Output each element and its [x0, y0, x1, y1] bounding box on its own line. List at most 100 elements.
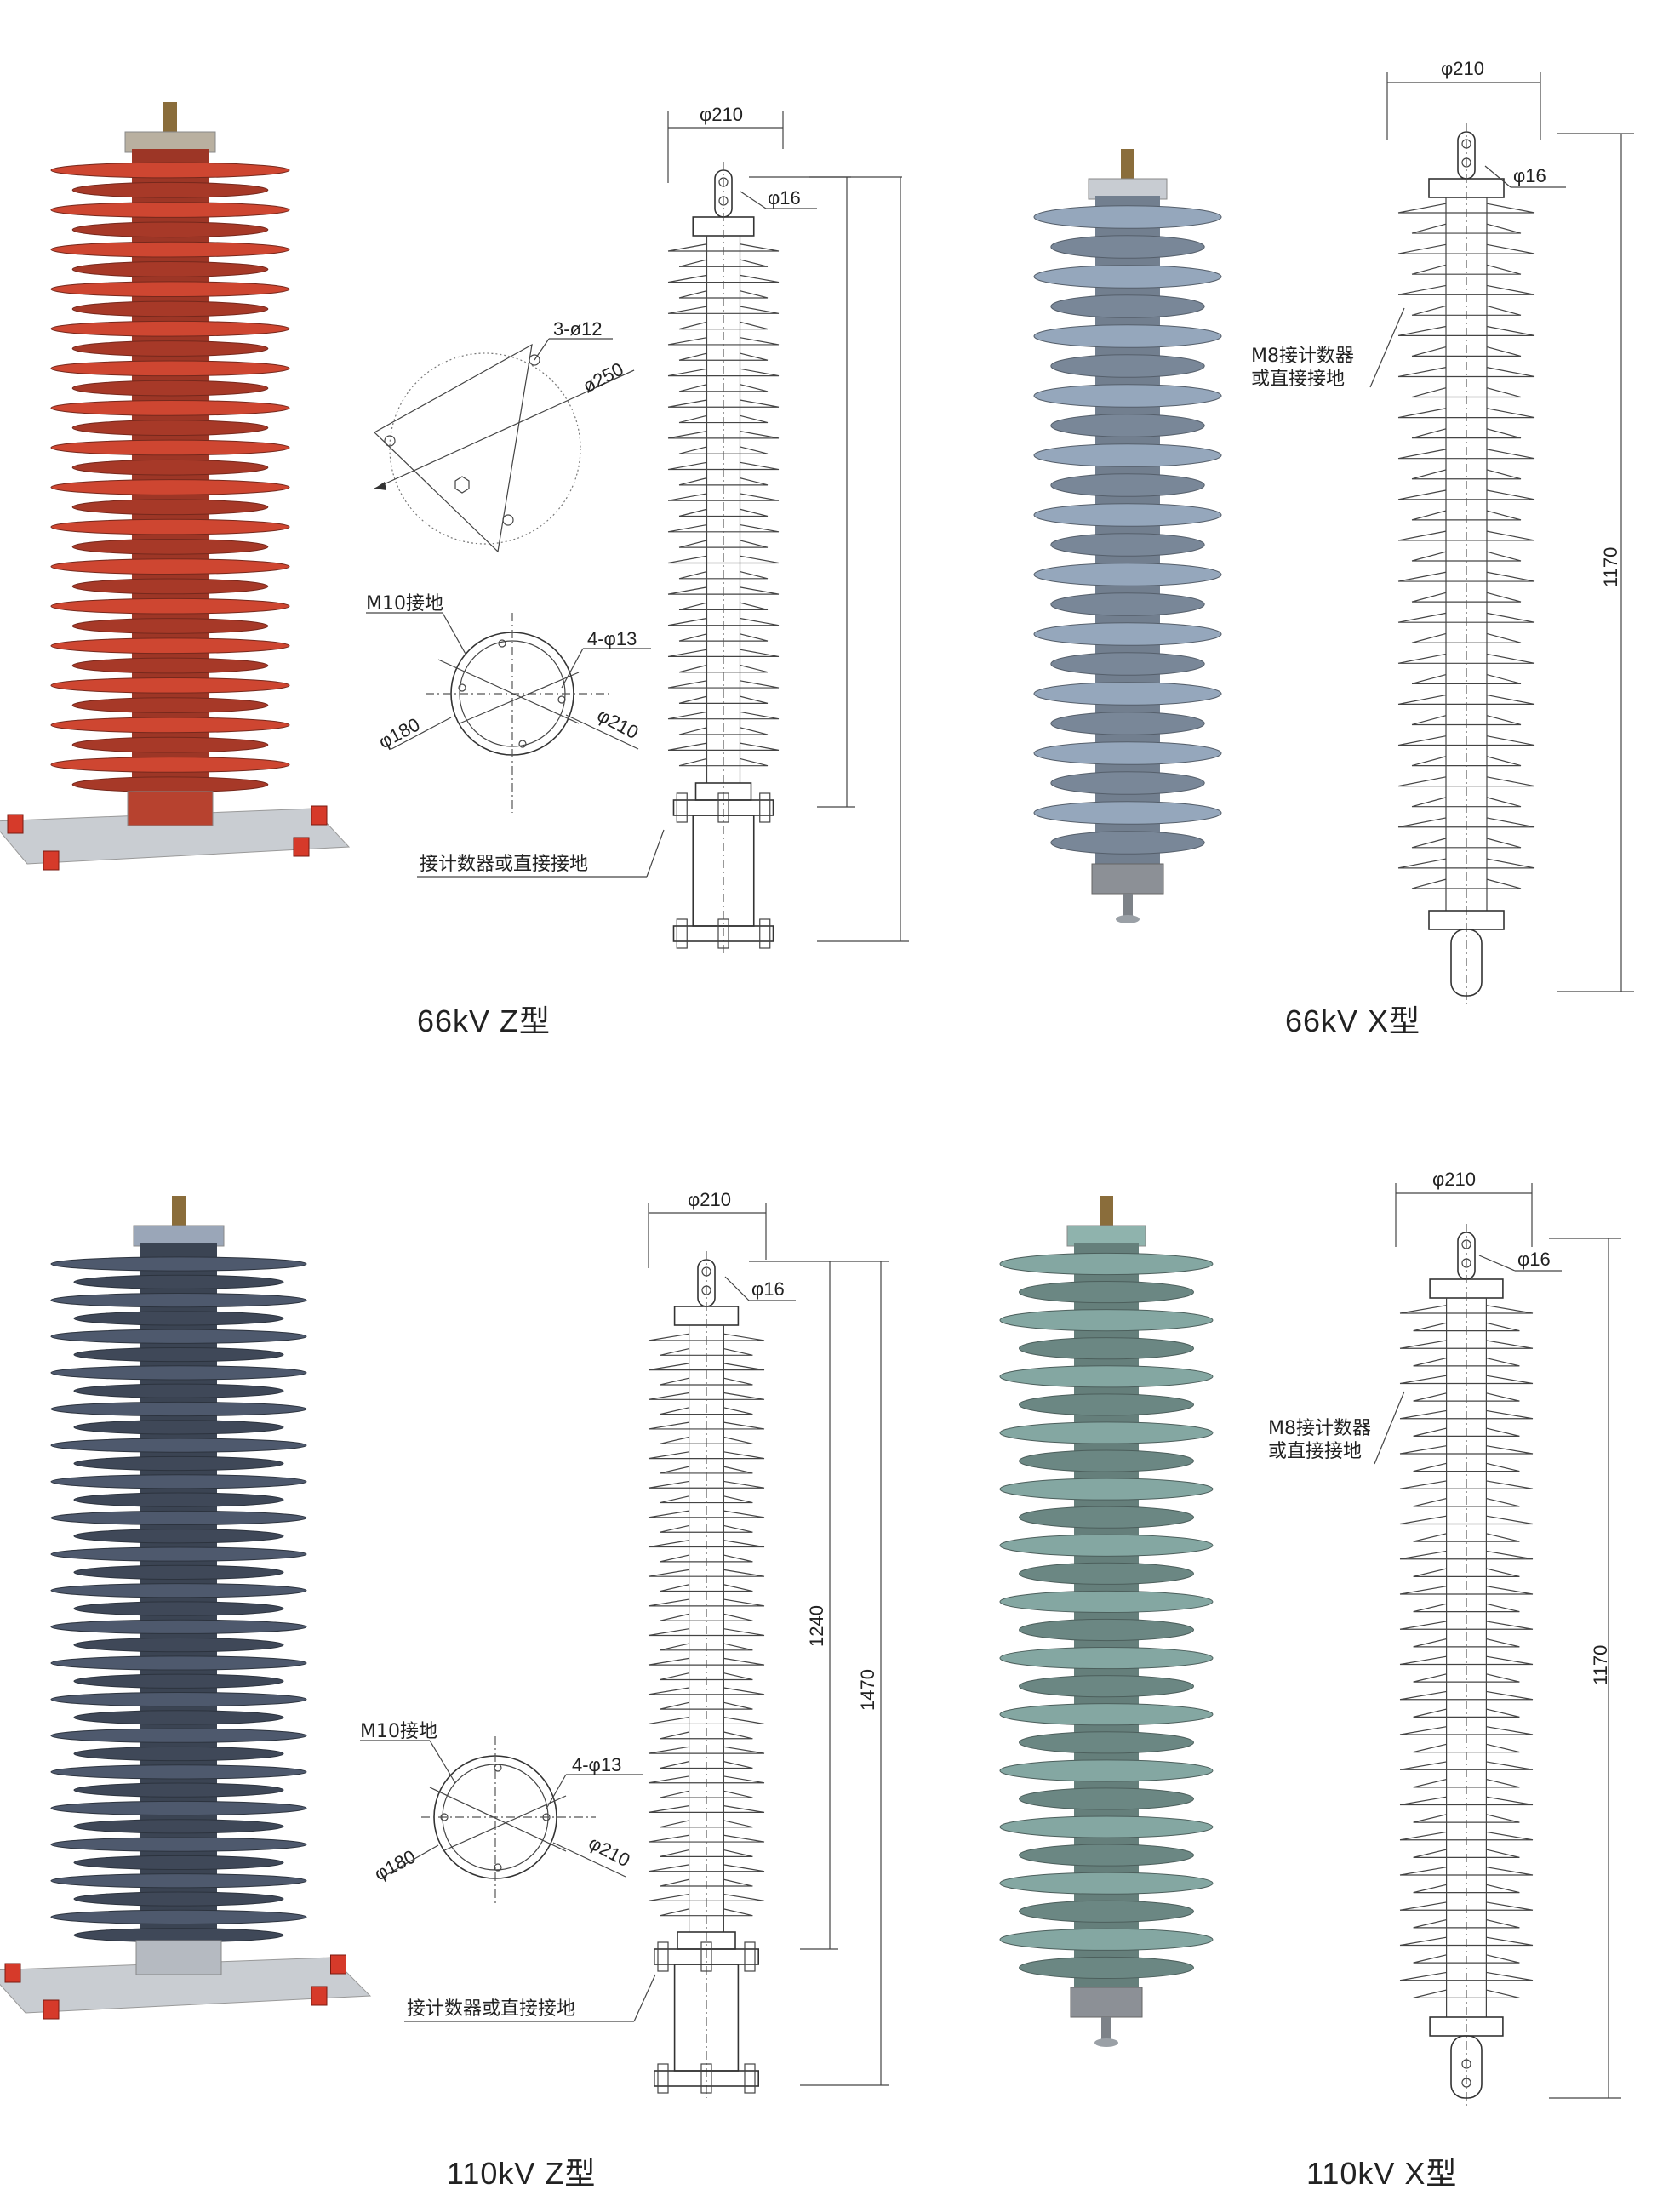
- shed: [1050, 533, 1205, 557]
- shed: [999, 1421, 1214, 1444]
- shed: [73, 1455, 284, 1472]
- photo-110kv-z-arrester: [0, 1196, 372, 2020]
- shed: [73, 1529, 284, 1544]
- drawing-shed: [1413, 1779, 1520, 1788]
- shed: [1019, 1675, 1194, 1698]
- drawing-shed: [1399, 1761, 1534, 1770]
- drawing-shed: [660, 1613, 753, 1621]
- drawing-shed: [648, 1687, 765, 1695]
- bottom-flange: [127, 791, 214, 826]
- shed: [1033, 741, 1222, 765]
- drawing-shed: [678, 602, 769, 611]
- shed: [50, 1583, 307, 1598]
- shed: [50, 1764, 307, 1780]
- shed: [71, 459, 269, 476]
- drawing-shed: [1399, 1305, 1534, 1314]
- drawing-shed: [678, 446, 769, 454]
- shed: [50, 1293, 307, 1308]
- drawing-shed: [1397, 653, 1535, 664]
- drawing-shed: [1413, 1533, 1520, 1542]
- shed: [50, 1256, 307, 1272]
- shed: [73, 1782, 284, 1798]
- drawing-shed: [1399, 1796, 1534, 1806]
- drawing-shed: [648, 1834, 765, 1843]
- shed: [999, 1590, 1214, 1613]
- shed: [50, 637, 290, 655]
- base-triangle-diagram: 3-ø12 ø250: [374, 318, 635, 553]
- drawing-shed: [1399, 1550, 1534, 1560]
- drawing-shed: [667, 555, 780, 564]
- drawing-shed: [1399, 1971, 1534, 1981]
- dia-top-label-2: φ210: [1441, 58, 1484, 79]
- shed: [50, 479, 290, 495]
- drawing-shed: [1411, 797, 1522, 808]
- drawing-shed: [1413, 1568, 1520, 1577]
- shed: [999, 1872, 1214, 1895]
- shed: [1019, 1956, 1194, 1979]
- shed: [50, 1329, 307, 1344]
- shed: [1019, 1900, 1194, 1923]
- shed: [73, 1274, 284, 1289]
- bottom-flange: [135, 1940, 222, 1975]
- drawing-shed: [1411, 878, 1522, 889]
- shed: [71, 300, 269, 317]
- drawing-shed: [667, 368, 780, 377]
- drawing-shed: [667, 617, 780, 626]
- shed: [73, 1673, 284, 1689]
- drawing-shed: [1397, 776, 1535, 787]
- shed: [71, 420, 269, 437]
- drawing-shed: [667, 711, 780, 720]
- drawing-shed: [660, 1466, 753, 1474]
- shed: [50, 1837, 307, 1852]
- drawing-shed: [1413, 1498, 1520, 1507]
- drawing-bolt: [700, 2063, 712, 2094]
- bottom-fitting: [1091, 863, 1164, 895]
- bottom-stud: [1123, 894, 1133, 918]
- caption-110kv-z: 110kV Z型: [447, 2156, 596, 2191]
- shed: [1019, 1393, 1194, 1416]
- dia-top-label-3: φ210: [688, 1189, 731, 1210]
- shed: [50, 1401, 307, 1417]
- drawing-shed: [1411, 510, 1522, 521]
- flange-holes-label-3: 4-φ13: [572, 1754, 621, 1775]
- drawing-shed: [648, 1805, 765, 1813]
- shed: [71, 578, 269, 595]
- drawing-shed: [660, 1495, 753, 1504]
- drawing-shed: [678, 633, 769, 642]
- drawing-shed: [1397, 735, 1535, 746]
- shed: [50, 717, 290, 734]
- drawing-shed: [1399, 1655, 1534, 1666]
- drawing-shed: [1399, 1340, 1534, 1349]
- shed: [1019, 1449, 1194, 1472]
- drawing-shed: [667, 431, 780, 439]
- shed: [50, 518, 290, 535]
- drawing-shed: [1399, 1445, 1534, 1455]
- dia-terminal-label-4: φ16: [1517, 1249, 1551, 1270]
- drawing-shed: [1397, 858, 1535, 869]
- drawing-shed: [660, 1701, 753, 1710]
- drawing-shed: [1411, 387, 1522, 398]
- flange-inner-label: φ180: [375, 713, 424, 752]
- drawing-shed: [1397, 817, 1535, 828]
- counter-note-4b: 或直接接地: [1268, 1441, 1362, 1462]
- drawing-shed: [667, 274, 780, 283]
- drawing-shed: [648, 1480, 765, 1489]
- drawing-shed: [667, 586, 780, 595]
- drawing-bolt: [717, 792, 729, 823]
- shed: [1019, 1787, 1194, 1810]
- drawing-shed: [678, 384, 769, 392]
- drawing-shed: [678, 540, 769, 548]
- drawing-shed: [660, 1849, 753, 1857]
- drawing-shed: [1397, 612, 1535, 623]
- shed: [73, 1819, 284, 1834]
- counter-note-4a: M8接计数器: [1268, 1418, 1371, 1439]
- shed: [50, 1728, 307, 1743]
- shed: [71, 697, 269, 713]
- ground-screw-label: M10接地: [366, 593, 443, 615]
- drawing-bolt: [759, 792, 771, 823]
- shed: [999, 1478, 1214, 1501]
- shed: [50, 1474, 307, 1489]
- drawing-bolt: [759, 918, 771, 949]
- shed: [73, 1891, 284, 1907]
- shed: [999, 1703, 1214, 1726]
